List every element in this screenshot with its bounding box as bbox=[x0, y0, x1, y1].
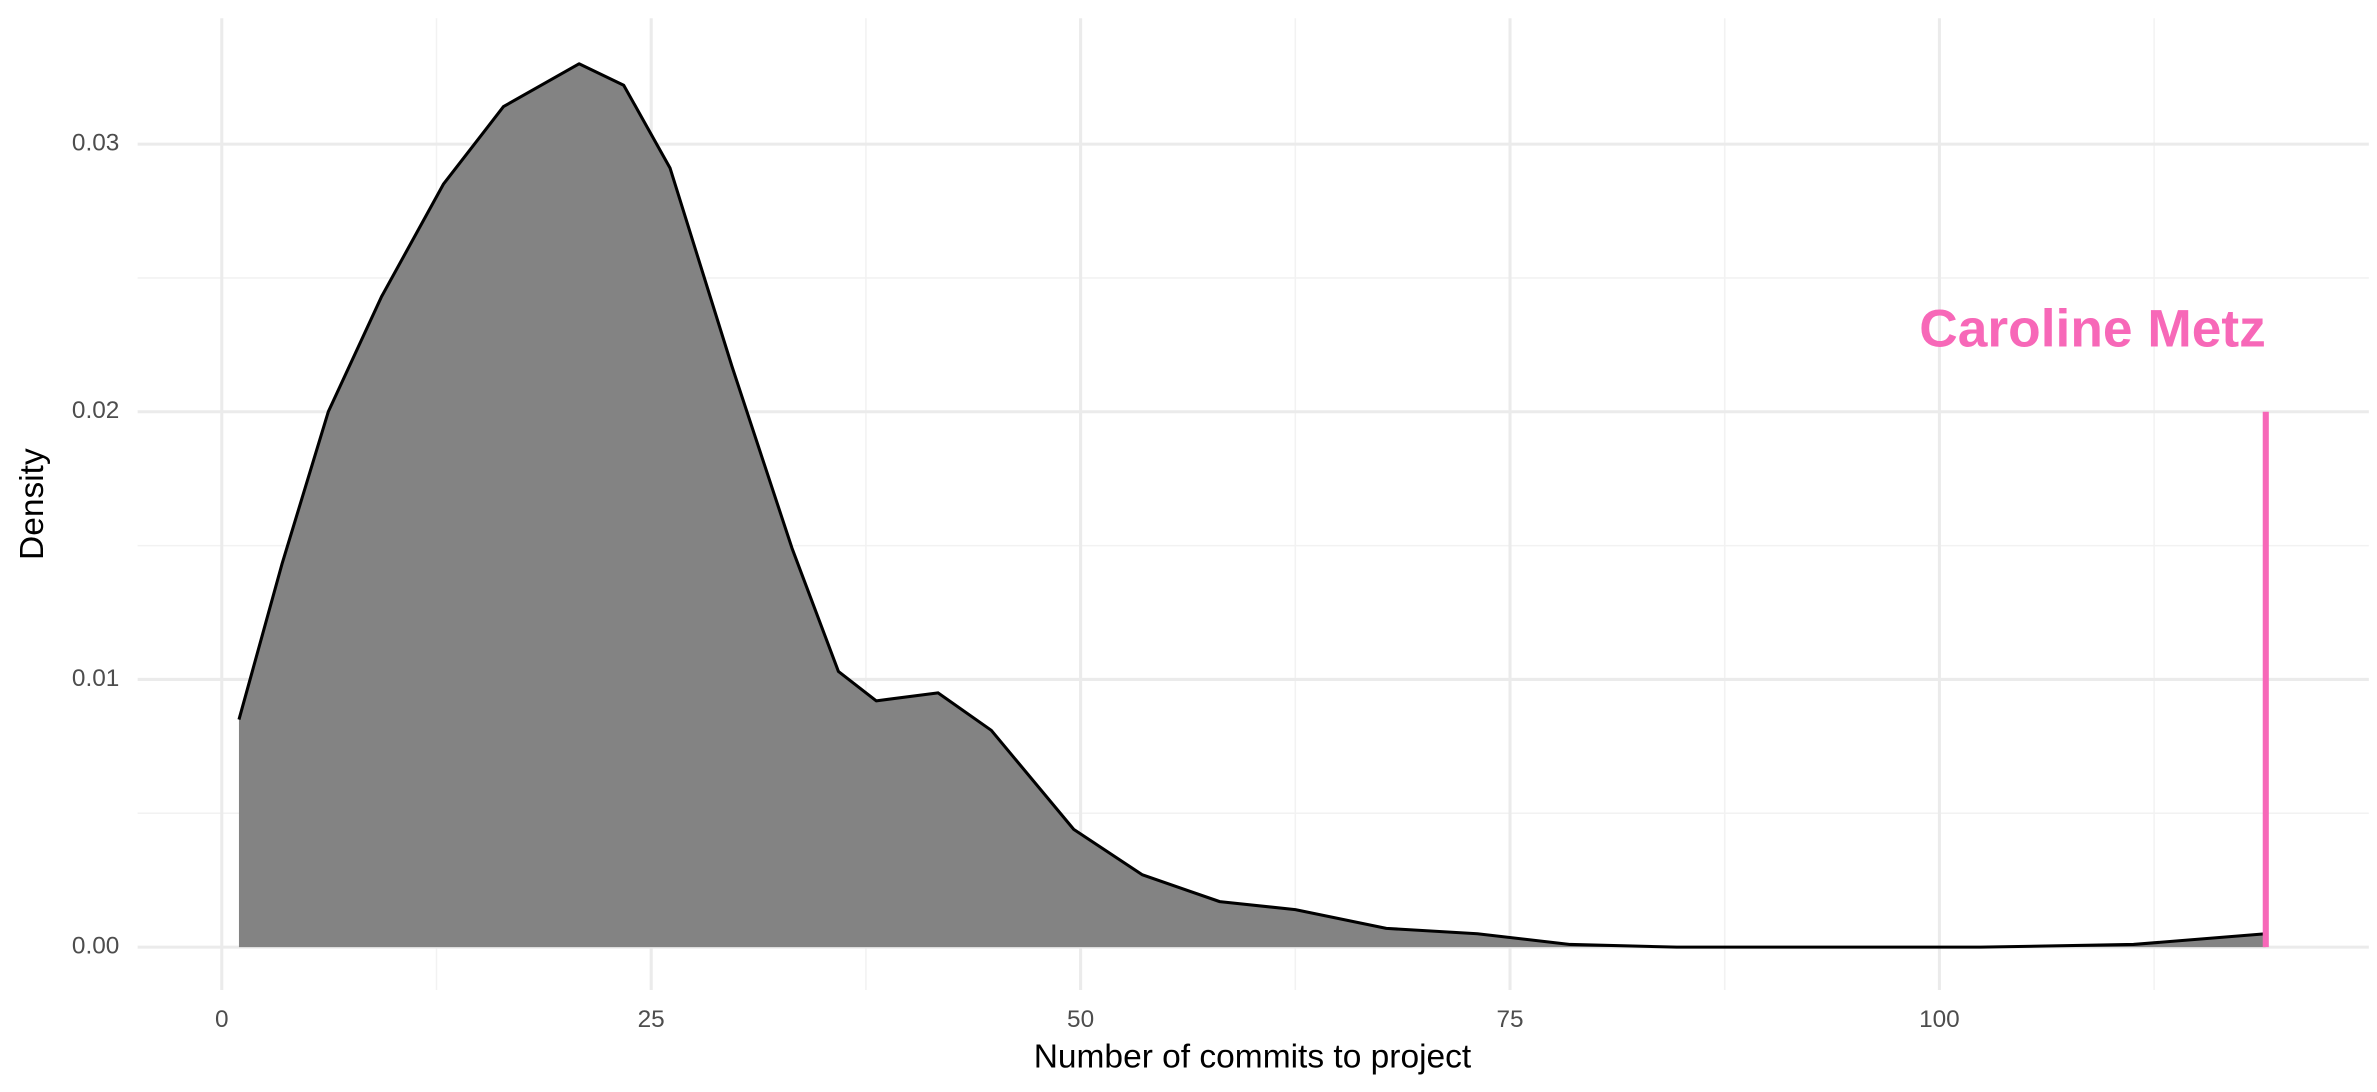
y-tick-label: 0.02 bbox=[72, 397, 119, 424]
y-tick-label: 0.00 bbox=[72, 933, 119, 960]
y-tick-label: 0.01 bbox=[72, 665, 119, 692]
x-tick-label: 100 bbox=[1919, 1006, 1960, 1033]
x-tick-label: 25 bbox=[638, 1006, 665, 1033]
x-axis-title: Number of commits to project bbox=[1034, 1038, 1472, 1075]
x-tick-label: 75 bbox=[1496, 1006, 1523, 1033]
y-tick-label: 0.03 bbox=[72, 130, 119, 157]
x-tick-label: 50 bbox=[1067, 1006, 1094, 1033]
marks: Caroline Metz bbox=[237, 62, 2269, 949]
density-line bbox=[237, 62, 2266, 949]
density-area bbox=[238, 63, 2266, 948]
y-axis-title: Density bbox=[14, 448, 51, 560]
x-tick-label: 0 bbox=[215, 1006, 229, 1033]
annotation-label: Caroline Metz bbox=[1919, 300, 2265, 359]
